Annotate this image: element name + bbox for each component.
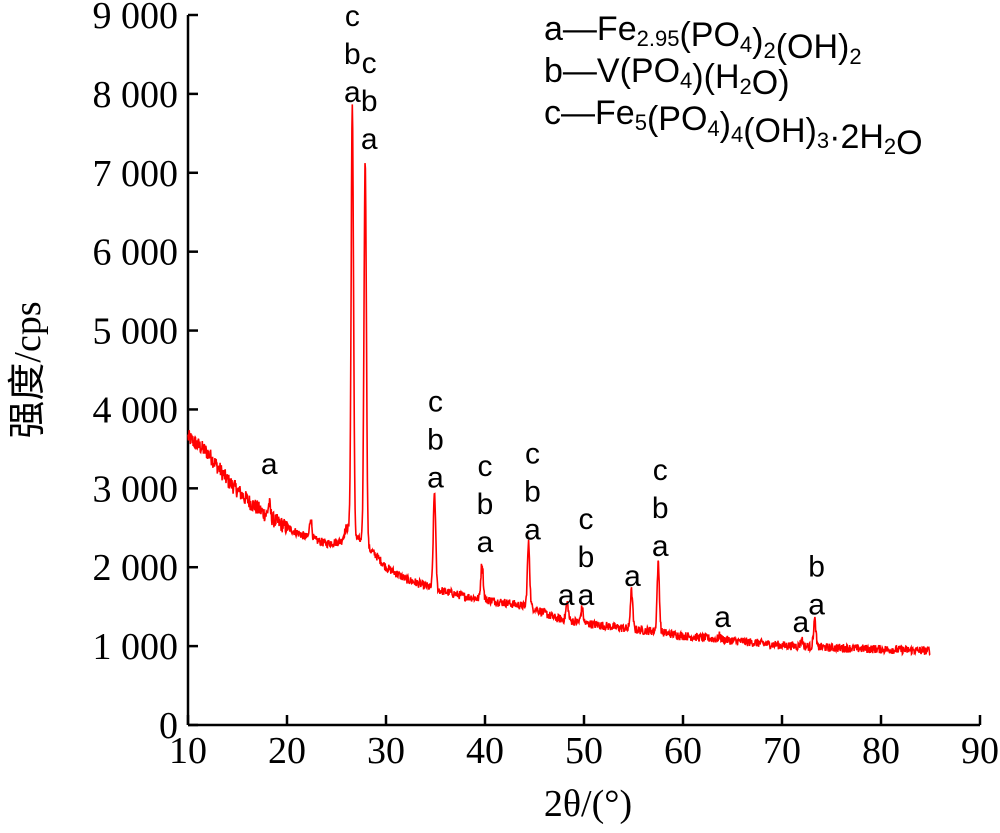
peak-label: a bbox=[524, 514, 541, 547]
peak-label: a bbox=[652, 530, 669, 563]
peak-label: b bbox=[808, 551, 825, 584]
y-tick-label: 3 000 bbox=[93, 468, 179, 510]
peak-label: a bbox=[624, 560, 641, 593]
peak-label: a bbox=[578, 579, 595, 612]
peak-label: b bbox=[361, 85, 378, 118]
peak-label: a bbox=[361, 123, 378, 156]
x-axis-title: 2θ/(°) bbox=[544, 783, 632, 825]
peak-label: b bbox=[477, 488, 494, 521]
peak-label: b bbox=[427, 424, 444, 457]
peak-label: b bbox=[524, 476, 541, 509]
x-tick-label: 20 bbox=[268, 730, 306, 772]
peak-label: b bbox=[652, 492, 669, 525]
x-tick-label: 70 bbox=[763, 730, 801, 772]
peak-label: c bbox=[653, 454, 668, 487]
peak-label: c bbox=[362, 47, 377, 80]
peak-label: a bbox=[427, 462, 444, 495]
peak-label: c bbox=[578, 503, 593, 536]
legend-entry: c—Fe5(PO4)4(OH)3·2H2O bbox=[544, 94, 923, 162]
y-tick-label: 9 000 bbox=[93, 0, 179, 37]
peak-label: c bbox=[345, 0, 360, 33]
peak-label: a bbox=[261, 448, 278, 481]
y-tick-label: 5 000 bbox=[93, 311, 179, 353]
x-tick-label: 50 bbox=[565, 730, 603, 772]
peak-label: a bbox=[792, 606, 809, 639]
y-tick-label: 8 000 bbox=[93, 74, 179, 116]
peak-label: b bbox=[578, 541, 595, 574]
y-tick-label: 2 000 bbox=[93, 547, 179, 589]
y-tick-label: 0 bbox=[159, 705, 178, 747]
peak-label: c bbox=[428, 386, 443, 419]
legend-entry: b—V(PO4)(H2O) bbox=[544, 52, 790, 102]
legend-entry: a—Fe2.95(PO4)2(OH)2 bbox=[544, 10, 862, 69]
xrd-pattern-line bbox=[187, 104, 931, 657]
y-tick-label: 7 000 bbox=[93, 153, 179, 195]
x-tick-label: 10 bbox=[169, 730, 207, 772]
x-tick-label: 60 bbox=[664, 730, 702, 772]
y-tick-label: 6 000 bbox=[93, 232, 179, 274]
peak-label: c bbox=[478, 450, 493, 483]
y-tick-label: 4 000 bbox=[93, 389, 179, 431]
peak-label: a bbox=[808, 589, 825, 622]
axes: 0 1 000 2 000 3 000 4 000 5 000 6 000 7 000 8 00… bbox=[93, 0, 1000, 772]
peak-label: a bbox=[714, 601, 731, 634]
x-tick-label: 40 bbox=[466, 730, 504, 772]
y-axis-title: 强度/cps bbox=[7, 301, 49, 438]
peak-label: a bbox=[477, 526, 494, 559]
series-layer bbox=[187, 104, 931, 657]
y-tick-label: 1 000 bbox=[93, 626, 179, 668]
peak-label: a bbox=[344, 76, 361, 109]
peak-label: a bbox=[558, 579, 575, 612]
x-tick-label: 80 bbox=[862, 730, 900, 772]
legend: a—Fe2.95(PO4)2(OH)2b—V(PO4)(H2O)c—Fe5(PO… bbox=[544, 10, 923, 162]
x-tick-label: 30 bbox=[367, 730, 405, 772]
peak-label: b bbox=[344, 38, 361, 71]
x-tick-label: 90 bbox=[961, 730, 999, 772]
peak-label: c bbox=[525, 438, 540, 471]
